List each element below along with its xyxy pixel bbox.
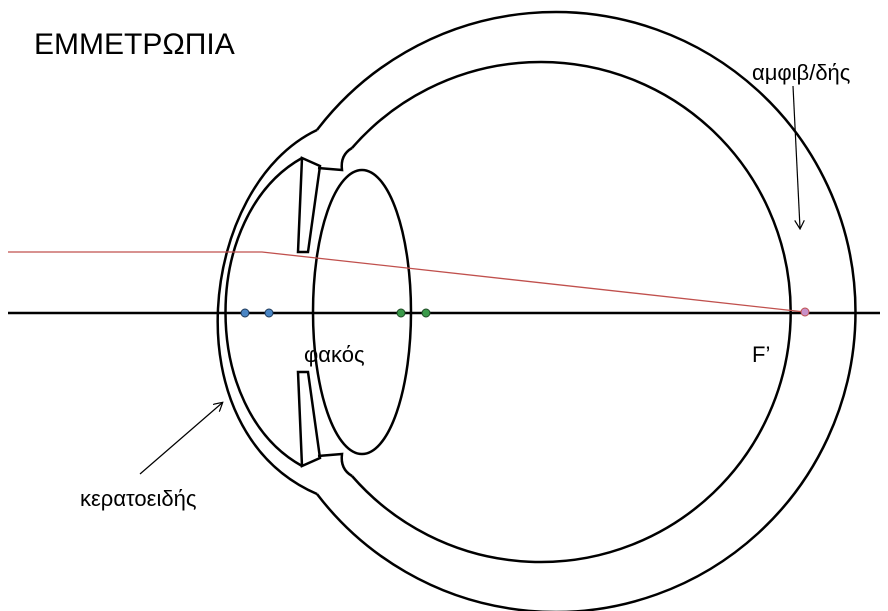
iris-top (296, 156, 322, 254)
title: ΕΜΜΕΤΡΩΠΙΑ (34, 28, 235, 61)
cornea-label: κερατοειδής (80, 486, 196, 511)
ciliary-top (317, 146, 353, 172)
ciliary-bottom (317, 452, 353, 478)
cornea-arrow (139, 403, 222, 475)
principal-point (264, 308, 274, 318)
cornea-outer (216, 128, 318, 496)
lens-label: φακός (304, 342, 365, 367)
focus-label: F’ (752, 342, 770, 367)
nodal-point (421, 308, 431, 318)
retina-label: αμφιβ/δής (752, 60, 850, 85)
focal-point (800, 307, 810, 317)
light-ray (8, 251, 806, 313)
nodal-point (396, 308, 406, 318)
principal-point (240, 308, 250, 318)
iris-bottom (296, 370, 322, 468)
retina-arrow (792, 85, 800, 228)
